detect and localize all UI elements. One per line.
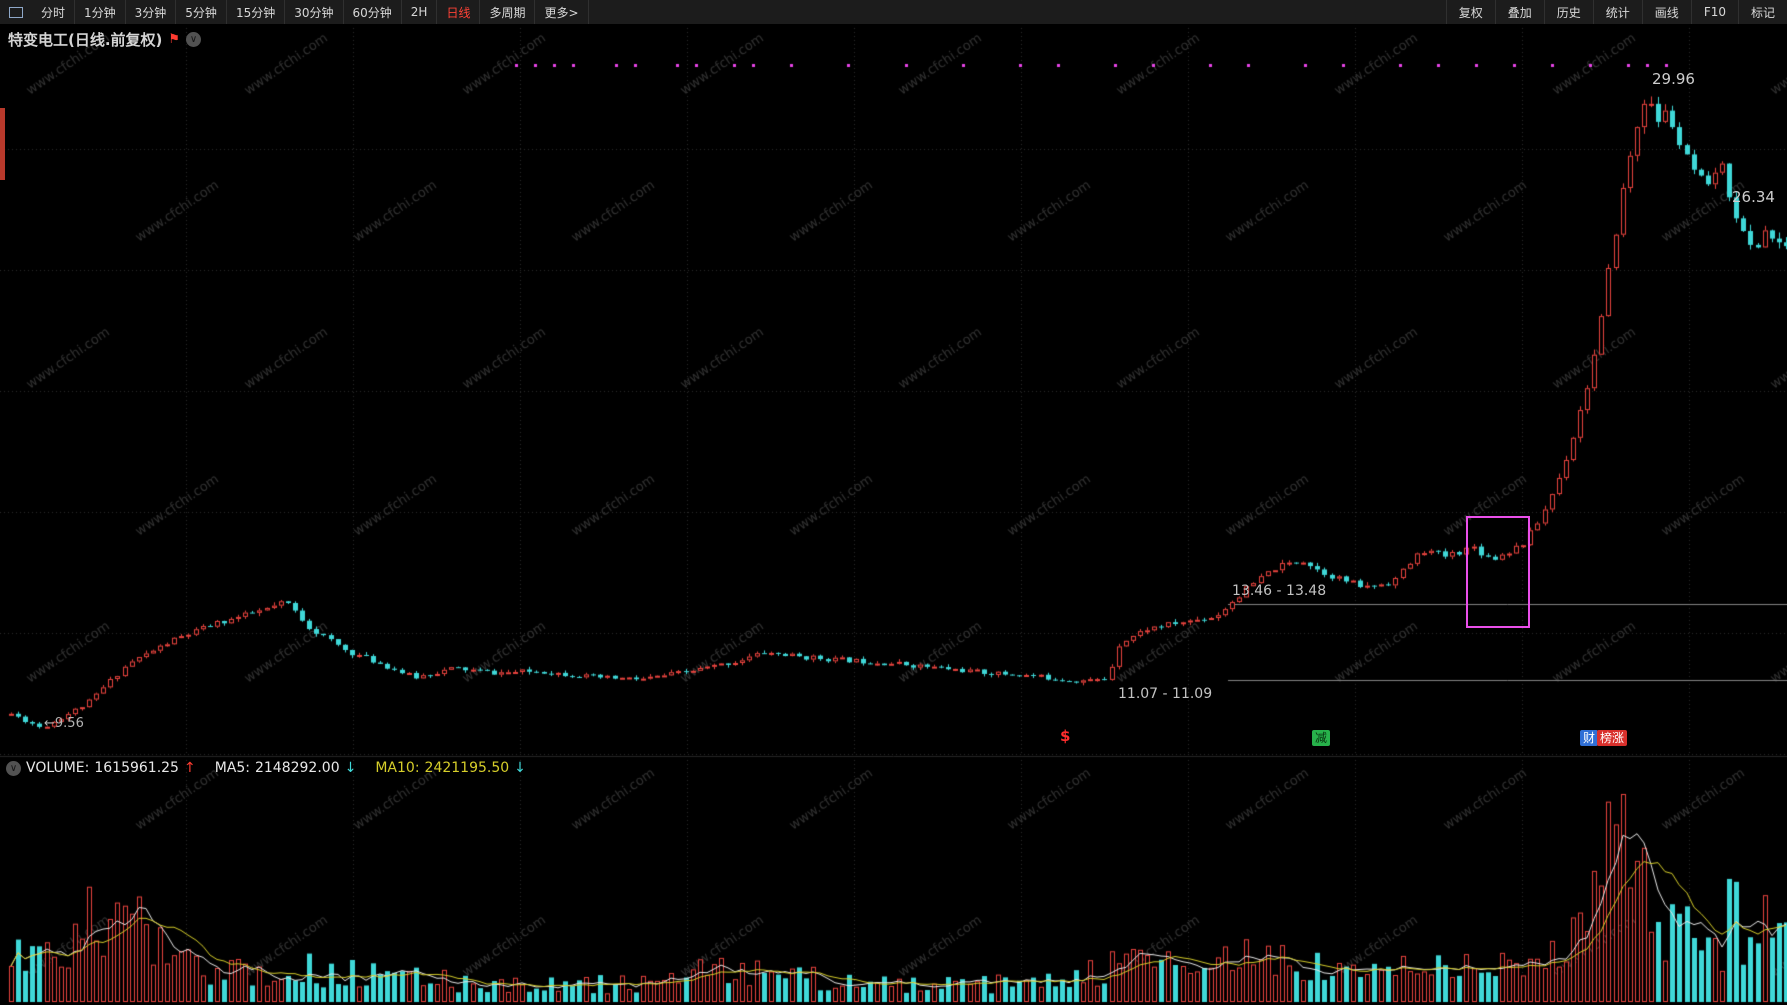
- top-toolbar: 分时 1分钟 3分钟 5分钟 15分钟 30分钟 60分钟 2H 日线 多周期 …: [0, 0, 1787, 25]
- tab-3min[interactable]: 3分钟: [126, 0, 177, 24]
- volume-pane-header: ∨ VOLUME: 1615961.25 ↑ MA5: 2148292.00 ↓…: [6, 760, 526, 776]
- tab-multi-period[interactable]: 多周期: [480, 0, 536, 24]
- dividend-badge: $: [1060, 727, 1071, 745]
- highlight-box: [1466, 516, 1530, 628]
- period-tabs: 分时 1分钟 3分钟 5分钟 15分钟 30分钟 60分钟 2H 日线 多周期 …: [32, 0, 589, 24]
- collapse-volume-icon[interactable]: ∨: [6, 760, 21, 776]
- toolbar-right-tools: 复权 叠加 历史 统计 画线 F10 标记: [1445, 0, 1787, 24]
- ma5-down-arrow-icon: ↓: [344, 760, 357, 776]
- tool-f10[interactable]: F10: [1690, 0, 1738, 24]
- upper-level-label: 13.46 - 13.48: [1232, 583, 1327, 599]
- tool-overlay[interactable]: 叠加: [1494, 0, 1544, 24]
- tool-adjust[interactable]: 复权: [1445, 0, 1495, 24]
- tab-2h[interactable]: 2H: [402, 0, 438, 24]
- tool-draw-line[interactable]: 画线: [1641, 0, 1691, 24]
- cai-badge: 财: [1580, 730, 1599, 746]
- bangzhang-badge: 榜涨: [1597, 730, 1628, 746]
- tab-fenshi[interactable]: 分时: [32, 0, 76, 24]
- volume-value: 1615961.25: [94, 760, 179, 776]
- chevron-down-icon[interactable]: ∨: [186, 32, 202, 47]
- left-edge-marker: [0, 108, 5, 180]
- tool-mark[interactable]: 标记: [1737, 0, 1787, 24]
- volume-up-arrow-icon: ↑: [183, 760, 196, 776]
- ma5-label: MA5:: [214, 760, 250, 776]
- volume-label: VOLUME:: [26, 760, 90, 776]
- last-price-label: 26.34: [1732, 188, 1775, 206]
- tool-history[interactable]: 历史: [1543, 0, 1593, 24]
- window-icon[interactable]: [9, 6, 23, 18]
- low-price-label: ←9.56: [44, 716, 84, 731]
- page-title: 特变电工(日线.前复权): [8, 31, 163, 49]
- tab-30min[interactable]: 30分钟: [285, 0, 344, 24]
- ma10-label: MA10:: [375, 760, 420, 776]
- chart-title-row: 特变电工(日线.前复权) ⚑ ∨: [8, 29, 202, 50]
- tab-daily[interactable]: 日线: [437, 0, 481, 24]
- high-price-label: 29.96: [1652, 70, 1695, 88]
- lower-level-label: 11.07 - 11.09: [1118, 686, 1213, 702]
- ma10-value: 2421195.50: [424, 760, 510, 776]
- ma10-down-arrow-icon: ↓: [514, 760, 526, 776]
- tab-5min[interactable]: 5分钟: [176, 0, 227, 24]
- tab-1min[interactable]: 1分钟: [75, 0, 126, 24]
- ma5-value: 2148292.00: [254, 760, 340, 776]
- tool-stats[interactable]: 统计: [1592, 0, 1642, 24]
- red-flag-icon: ⚑: [168, 32, 181, 47]
- tab-15min[interactable]: 15分钟: [227, 0, 286, 24]
- reduce-badge: 减: [1312, 730, 1331, 746]
- tab-60min[interactable]: 60分钟: [344, 0, 402, 24]
- tab-more[interactable]: 更多>: [535, 0, 589, 24]
